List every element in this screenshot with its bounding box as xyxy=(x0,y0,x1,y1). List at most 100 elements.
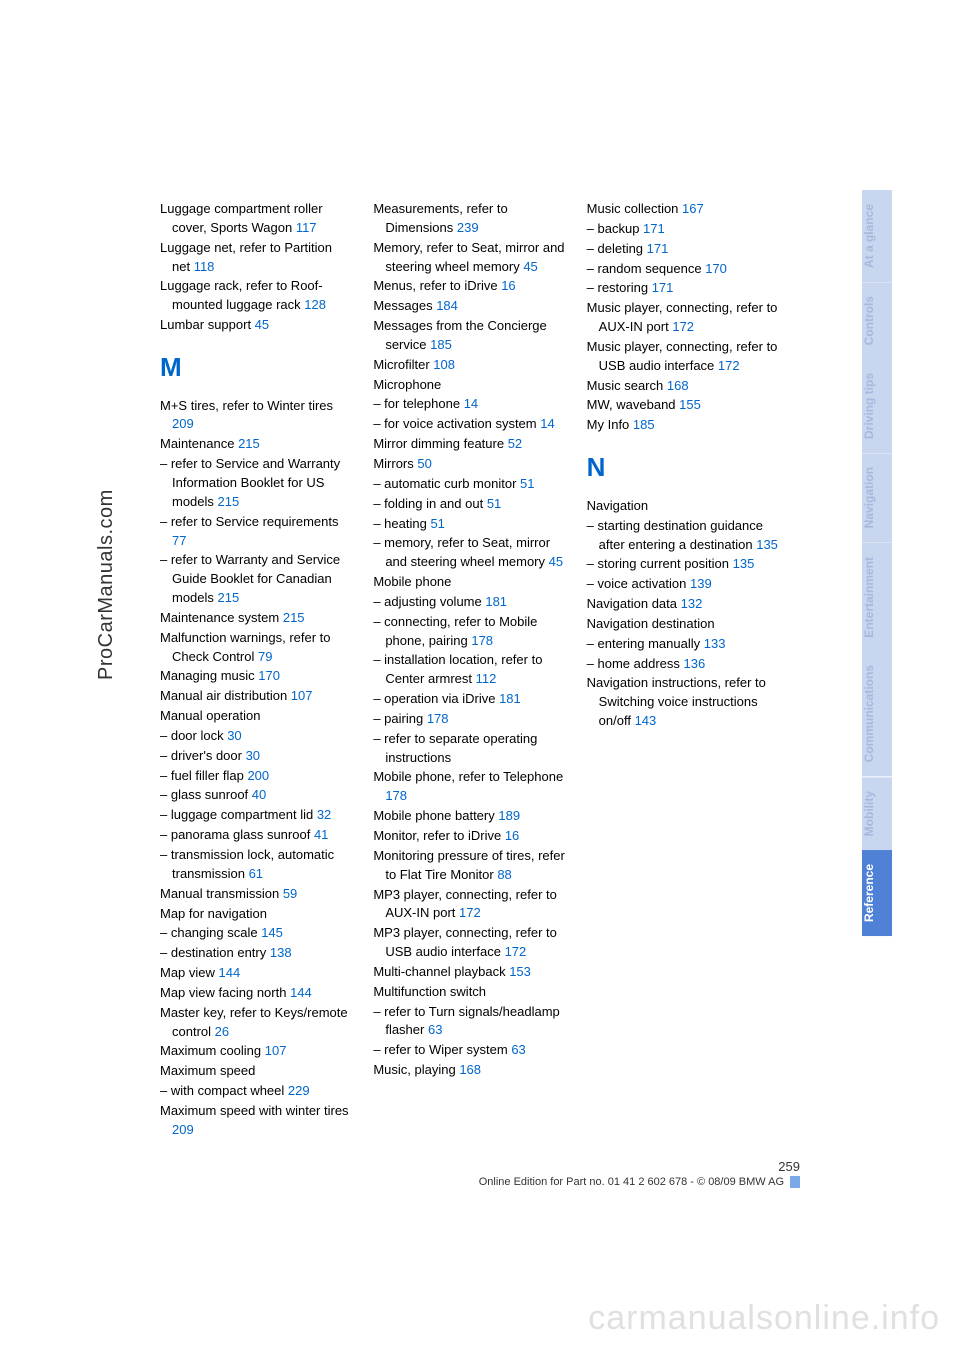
page-reference-link[interactable]: 215 xyxy=(218,590,240,605)
index-entry-text: – starting destination guidance after en… xyxy=(587,518,763,552)
page-reference-link[interactable]: 51 xyxy=(487,496,501,511)
page-reference-link[interactable]: 88 xyxy=(497,867,511,882)
index-entry: – door lock 30 xyxy=(160,727,353,746)
page-reference-link[interactable]: 107 xyxy=(265,1043,287,1058)
page-reference-link[interactable]: 107 xyxy=(291,688,313,703)
page-reference-link[interactable]: 178 xyxy=(471,633,493,648)
index-entry-text: Maintenance system xyxy=(160,610,283,625)
page-reference-link[interactable]: 143 xyxy=(635,713,657,728)
index-entry: – random sequence 170 xyxy=(587,260,780,279)
page-reference-link[interactable]: 40 xyxy=(252,787,266,802)
section-tab[interactable]: Navigation xyxy=(862,453,892,542)
page-reference-link[interactable]: 139 xyxy=(690,576,712,591)
page-reference-link[interactable]: 135 xyxy=(733,556,755,571)
page-reference-link[interactable]: 181 xyxy=(485,594,507,609)
page-reference-link[interactable]: 200 xyxy=(247,768,269,783)
page-reference-link[interactable]: 45 xyxy=(549,554,563,569)
page-reference-link[interactable]: 51 xyxy=(520,476,534,491)
section-tab[interactable]: Communications xyxy=(862,651,892,776)
page-reference-link[interactable]: 138 xyxy=(270,945,292,960)
page-reference-link[interactable]: 167 xyxy=(682,201,704,216)
page-reference-link[interactable]: 133 xyxy=(704,636,726,651)
index-entry-text: Manual transmission xyxy=(160,886,283,901)
page-reference-link[interactable]: 45 xyxy=(255,317,269,332)
page-reference-link[interactable]: 155 xyxy=(679,397,701,412)
index-column: Music collection 167– backup 171– deleti… xyxy=(587,200,780,1141)
page-reference-link[interactable]: 79 xyxy=(258,649,272,664)
page-reference-link[interactable]: 172 xyxy=(718,358,740,373)
section-tab[interactable]: Reference xyxy=(862,850,892,936)
page-reference-link[interactable]: 51 xyxy=(430,516,444,531)
page-reference-link[interactable]: 118 xyxy=(194,259,215,274)
index-letter-heading: N xyxy=(587,449,780,487)
page-reference-link[interactable]: 178 xyxy=(385,788,407,803)
page-reference-link[interactable]: 77 xyxy=(172,533,186,548)
page-reference-link[interactable]: 185 xyxy=(633,417,655,432)
page-reference-link[interactable]: 132 xyxy=(681,596,703,611)
section-tab[interactable]: At a glance xyxy=(862,190,892,282)
page-reference-link[interactable]: 32 xyxy=(317,807,331,822)
page-reference-link[interactable]: 178 xyxy=(427,711,449,726)
section-tab[interactable]: Controls xyxy=(862,282,892,359)
page-reference-link[interactable]: 184 xyxy=(436,298,458,313)
page-reference-link[interactable]: 41 xyxy=(314,827,328,842)
page-reference-link[interactable]: 144 xyxy=(219,965,241,980)
page-reference-link[interactable]: 108 xyxy=(433,357,455,372)
page-reference-link[interactable]: 215 xyxy=(218,494,240,509)
page-reference-link[interactable]: 30 xyxy=(227,728,241,743)
page-reference-link[interactable]: 30 xyxy=(246,748,260,763)
page-reference-link[interactable]: 136 xyxy=(684,656,706,671)
page-reference-link[interactable]: 239 xyxy=(457,220,479,235)
page-reference-link[interactable]: 181 xyxy=(499,691,521,706)
index-entry-text: Map for navigation xyxy=(160,906,267,921)
page-reference-link[interactable]: 168 xyxy=(459,1062,481,1077)
page-reference-link[interactable]: 63 xyxy=(511,1042,525,1057)
page-reference-link[interactable]: 112 xyxy=(476,671,497,686)
page-reference-link[interactable]: 209 xyxy=(172,416,194,431)
page-reference-link[interactable]: 16 xyxy=(505,828,519,843)
index-entry-text: Master key, refer to Keys/remote control xyxy=(160,1005,348,1039)
site-watermark-left: ProCarManuals.com xyxy=(95,489,118,680)
page-reference-link[interactable]: 171 xyxy=(647,241,669,256)
page-reference-link[interactable]: 171 xyxy=(643,221,665,236)
index-entry-text: – changing scale xyxy=(160,925,261,940)
page-reference-link[interactable]: 172 xyxy=(459,905,481,920)
page-reference-link[interactable]: 172 xyxy=(505,944,527,959)
index-entry: Lumbar support 45 xyxy=(160,316,353,335)
page-reference-link[interactable]: 145 xyxy=(261,925,283,940)
index-entry: M+S tires, refer to Winter tires 209 xyxy=(160,397,353,435)
index-entry: Maintenance system 215 xyxy=(160,609,353,628)
page-reference-link[interactable]: 170 xyxy=(705,261,727,276)
index-entry: Navigation destination xyxy=(587,615,780,634)
section-tab[interactable]: Mobility xyxy=(862,777,892,850)
page-reference-link[interactable]: 135 xyxy=(756,537,778,552)
section-tab[interactable]: Driving tips xyxy=(862,359,892,453)
index-entry: Monitoring pressure of tires, refer to F… xyxy=(373,847,566,885)
page-reference-link[interactable]: 14 xyxy=(464,396,478,411)
page-reference-link[interactable]: 172 xyxy=(672,319,694,334)
section-tab[interactable]: Entertainment xyxy=(862,543,892,652)
page-reference-link[interactable]: 153 xyxy=(509,964,531,979)
page-reference-link[interactable]: 128 xyxy=(304,297,326,312)
page-reference-link[interactable]: 52 xyxy=(508,436,522,451)
page-reference-link[interactable]: 117 xyxy=(296,220,317,235)
page-reference-link[interactable]: 144 xyxy=(290,985,312,1000)
page-reference-link[interactable]: 189 xyxy=(498,808,520,823)
page-reference-link[interactable]: 168 xyxy=(667,378,689,393)
page-reference-link[interactable]: 61 xyxy=(249,866,263,881)
page-reference-link[interactable]: 209 xyxy=(172,1122,194,1137)
index-entry: – for voice activation system 14 xyxy=(373,415,566,434)
page-reference-link[interactable]: 14 xyxy=(540,416,554,431)
page-reference-link[interactable]: 50 xyxy=(417,456,431,471)
page-reference-link[interactable]: 45 xyxy=(523,259,537,274)
page-reference-link[interactable]: 59 xyxy=(283,886,297,901)
page-reference-link[interactable]: 229 xyxy=(288,1083,310,1098)
page-reference-link[interactable]: 185 xyxy=(430,337,452,352)
page-reference-link[interactable]: 16 xyxy=(501,278,515,293)
page-reference-link[interactable]: 26 xyxy=(215,1024,229,1039)
page-reference-link[interactable]: 171 xyxy=(652,280,674,295)
page-reference-link[interactable]: 215 xyxy=(283,610,305,625)
page-reference-link[interactable]: 63 xyxy=(428,1022,442,1037)
page-reference-link[interactable]: 215 xyxy=(238,436,260,451)
page-reference-link[interactable]: 170 xyxy=(258,668,280,683)
